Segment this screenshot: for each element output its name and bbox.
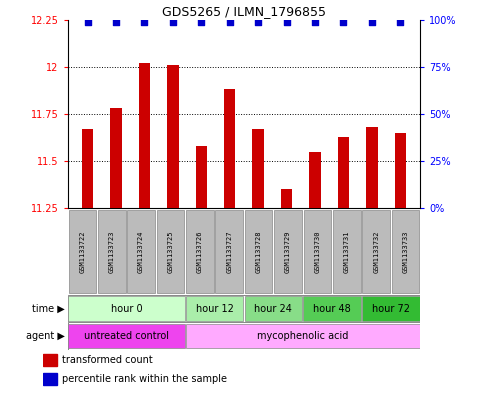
- Title: GDS5265 / ILMN_1796855: GDS5265 / ILMN_1796855: [162, 6, 326, 18]
- Bar: [68, 324, 185, 348]
- Text: GSM1133728: GSM1133728: [256, 230, 262, 273]
- Text: agent ▶: agent ▶: [27, 331, 65, 341]
- Point: [368, 18, 376, 25]
- Bar: [362, 296, 420, 321]
- Bar: [224, 90, 235, 208]
- Text: mycophenolic acid: mycophenolic acid: [257, 331, 348, 341]
- Text: GSM1133723: GSM1133723: [109, 230, 114, 273]
- Text: hour 72: hour 72: [372, 303, 410, 314]
- Text: transformed count: transformed count: [62, 355, 153, 365]
- Text: GSM1133732: GSM1133732: [373, 230, 379, 273]
- Bar: [156, 210, 185, 293]
- Point: [226, 18, 234, 25]
- Bar: [281, 189, 292, 208]
- Text: hour 12: hour 12: [196, 303, 233, 314]
- Bar: [69, 210, 96, 293]
- Bar: [98, 210, 126, 293]
- Bar: [274, 210, 302, 293]
- Bar: [303, 296, 361, 321]
- Text: GSM1133727: GSM1133727: [226, 230, 232, 273]
- Bar: [245, 210, 272, 293]
- Text: hour 48: hour 48: [313, 303, 351, 314]
- Text: GSM1133729: GSM1133729: [285, 230, 291, 273]
- Bar: [139, 63, 150, 208]
- Text: GSM1133733: GSM1133733: [402, 230, 409, 273]
- Point: [311, 18, 319, 25]
- Point: [397, 18, 404, 25]
- Text: hour 24: hour 24: [255, 303, 292, 314]
- Point: [84, 18, 91, 25]
- Bar: [82, 129, 93, 208]
- Text: GSM1133730: GSM1133730: [314, 230, 320, 273]
- Point: [141, 18, 148, 25]
- Text: GSM1133722: GSM1133722: [79, 230, 85, 273]
- Bar: [167, 65, 179, 208]
- Bar: [395, 133, 406, 208]
- Bar: [253, 129, 264, 208]
- Bar: [333, 210, 361, 293]
- Bar: [244, 296, 302, 321]
- Bar: [303, 210, 331, 293]
- Bar: [68, 296, 185, 321]
- Text: time ▶: time ▶: [32, 303, 65, 314]
- Point: [254, 18, 262, 25]
- Text: GSM1133724: GSM1133724: [138, 230, 144, 273]
- Text: percentile rank within the sample: percentile rank within the sample: [62, 374, 227, 384]
- Bar: [366, 127, 378, 208]
- Bar: [309, 152, 321, 208]
- Point: [112, 18, 120, 25]
- Point: [283, 18, 290, 25]
- Bar: [186, 210, 213, 293]
- Text: untreated control: untreated control: [84, 331, 169, 341]
- Bar: [43, 373, 57, 385]
- Point: [340, 18, 347, 25]
- Text: GSM1133726: GSM1133726: [197, 230, 203, 273]
- Text: hour 0: hour 0: [111, 303, 142, 314]
- Text: GSM1133725: GSM1133725: [168, 230, 173, 273]
- Bar: [338, 137, 349, 208]
- Bar: [127, 210, 155, 293]
- Bar: [362, 210, 390, 293]
- Bar: [110, 108, 122, 208]
- Point: [169, 18, 177, 25]
- Bar: [196, 146, 207, 208]
- Bar: [215, 210, 243, 293]
- Bar: [43, 354, 57, 366]
- Point: [198, 18, 205, 25]
- Bar: [186, 296, 243, 321]
- Bar: [186, 324, 420, 348]
- Text: GSM1133731: GSM1133731: [344, 230, 350, 273]
- Bar: [392, 210, 419, 293]
